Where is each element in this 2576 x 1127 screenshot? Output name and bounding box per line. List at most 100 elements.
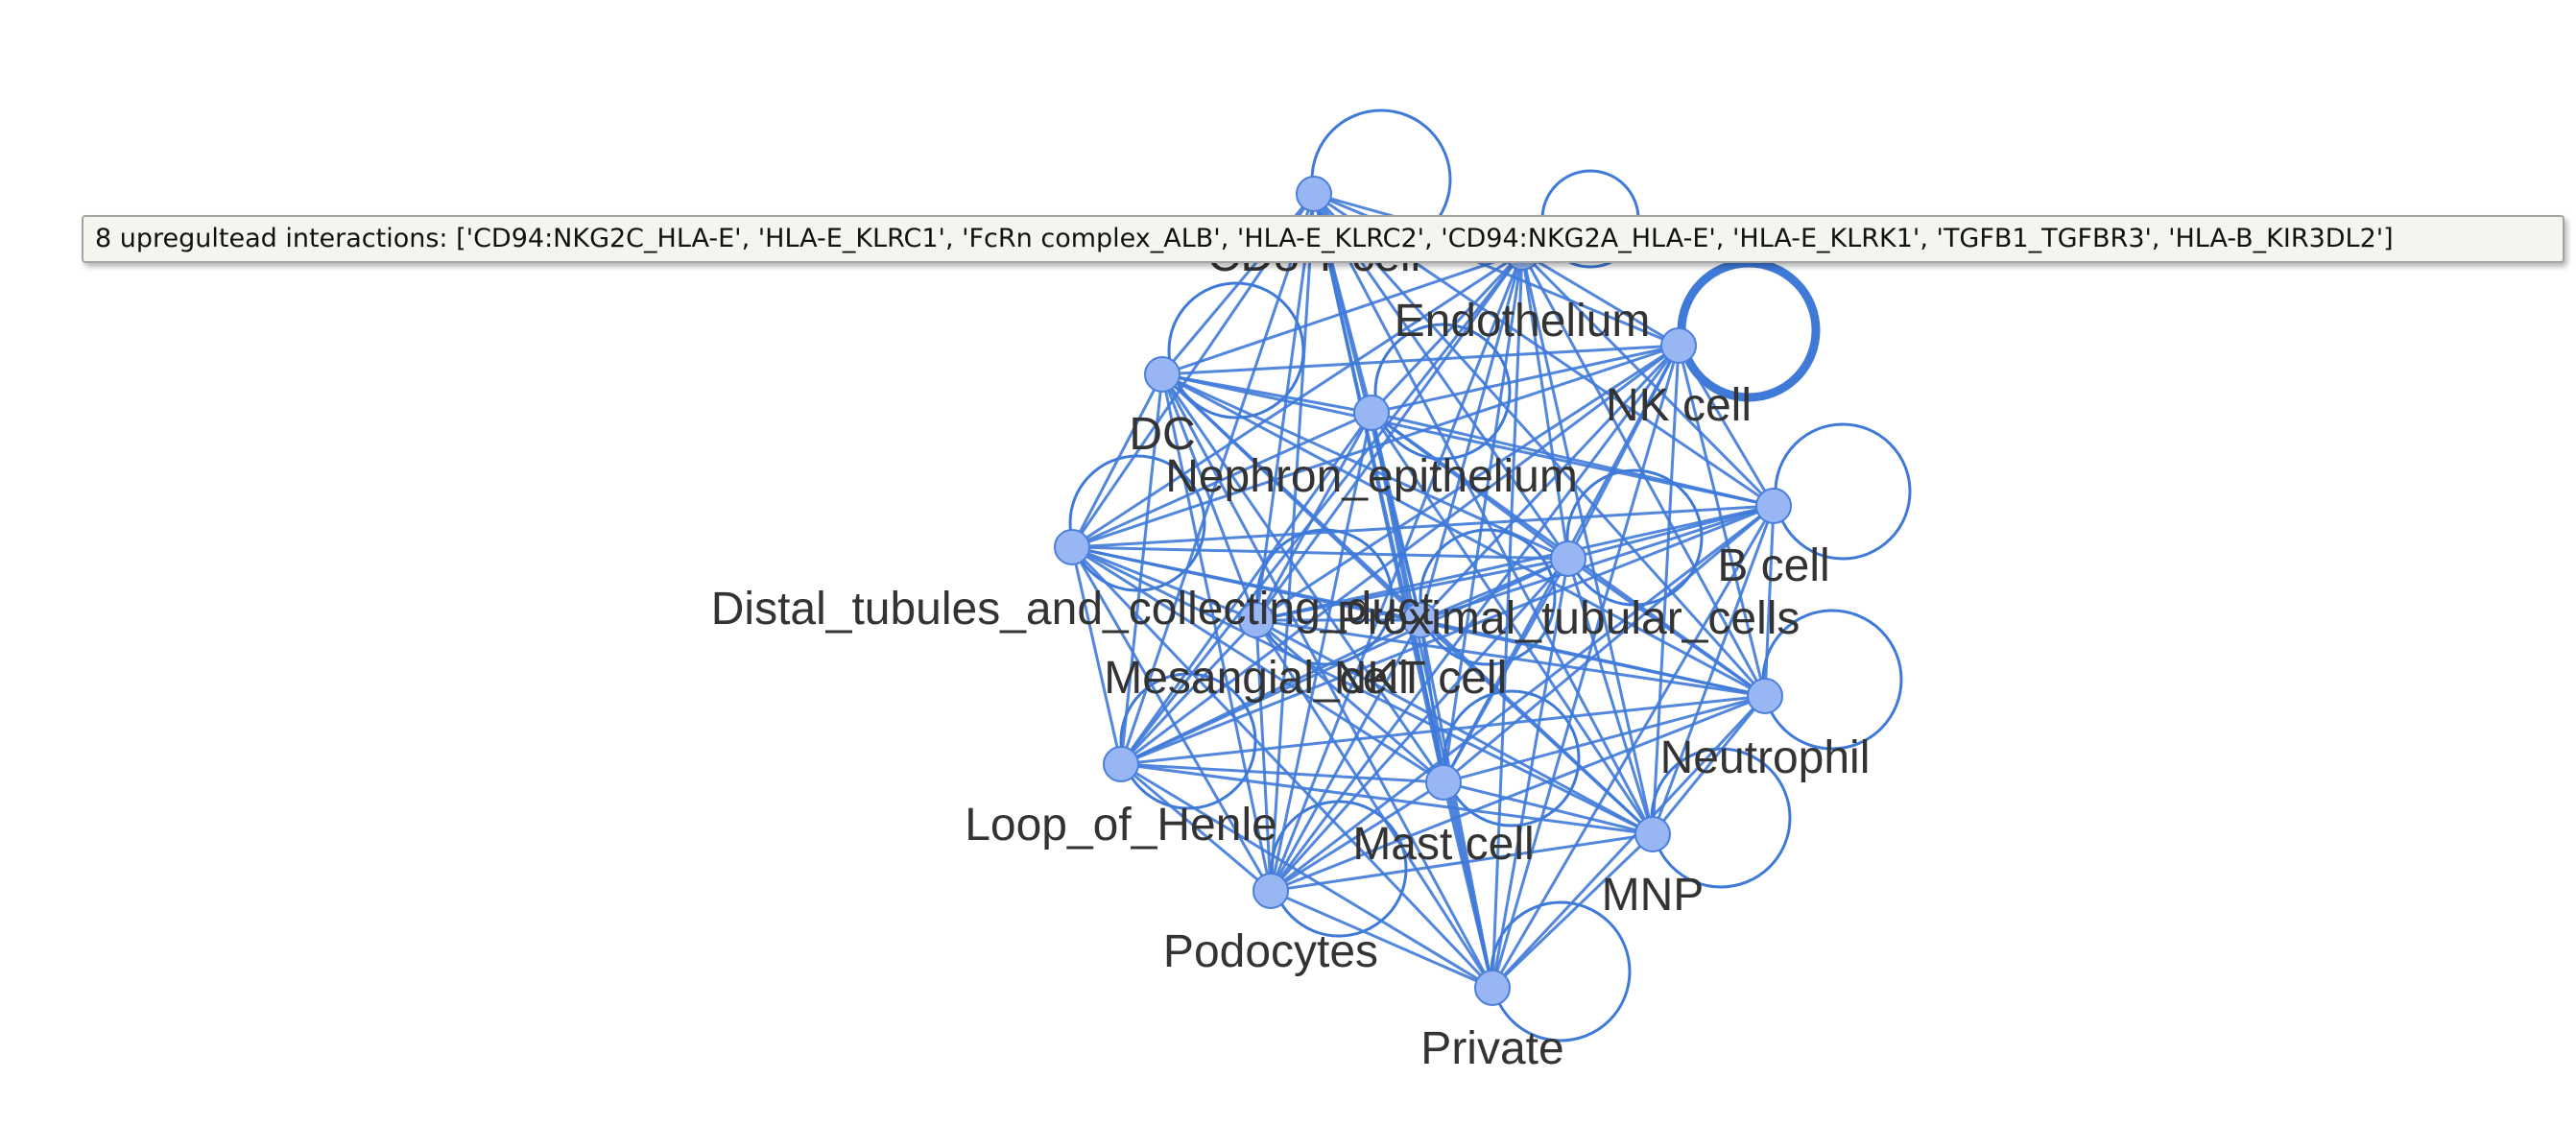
node-mast[interactable]: [1425, 764, 1462, 801]
edge-dc-prox[interactable]: [1161, 372, 1569, 561]
node-neph[interactable]: [1353, 395, 1390, 431]
edge-dist-prox[interactable]: [1071, 545, 1569, 561]
edge-mes-mnp[interactable]: [1255, 618, 1654, 836]
edge-nk-neut[interactable]: [1677, 345, 1767, 697]
edge-endo-neph[interactable]: [1370, 251, 1524, 415]
node-bcell[interactable]: [1755, 488, 1792, 524]
edge-endo-mnp[interactable]: [1520, 252, 1655, 835]
self-loop-mes[interactable]: [1255, 528, 1394, 666]
edge-dist-mnp[interactable]: [1071, 545, 1654, 836]
edge-dist-priv[interactable]: [1070, 545, 1494, 990]
edge-neut-loop[interactable]: [1120, 694, 1766, 766]
self-loop-bcell[interactable]: [1774, 422, 1912, 561]
edge-neph-podo[interactable]: [1269, 412, 1373, 892]
self-loop-mast[interactable]: [1443, 689, 1581, 827]
edge-bcell-loop[interactable]: [1120, 504, 1775, 766]
edge-endo-neut[interactable]: [1520, 252, 1767, 697]
edge-nk-neph[interactable]: [1371, 344, 1680, 415]
edge-mast-priv[interactable]: [1442, 781, 1494, 989]
node-podo[interactable]: [1252, 873, 1289, 909]
edge-mnp-podo[interactable]: [1270, 832, 1654, 893]
edge-prox-mnp[interactable]: [1566, 558, 1655, 835]
node-dist[interactable]: [1054, 529, 1090, 565]
node-mes[interactable]: [1238, 602, 1275, 638]
edge-neut-podo[interactable]: [1270, 694, 1766, 893]
edge-endo-podo[interactable]: [1269, 252, 1524, 892]
edge-neut-mnp[interactable]: [1651, 695, 1767, 835]
edge-loop-mast[interactable]: [1120, 762, 1444, 784]
edge-neut-priv[interactable]: [1491, 694, 1767, 990]
node-cd8[interactable]: [1296, 176, 1332, 212]
edge-cd8-neut[interactable]: [1312, 192, 1767, 698]
edge-bcell-dist[interactable]: [1071, 504, 1775, 549]
edge-loop-mnp[interactable]: [1120, 762, 1654, 836]
edge-nk-podo[interactable]: [1269, 345, 1681, 892]
edge-nkt-neut[interactable]: [1419, 618, 1766, 698]
edge-mes-loop[interactable]: [1119, 618, 1258, 766]
edge-loop-priv[interactable]: [1120, 762, 1493, 990]
edge-endo-nk[interactable]: [1521, 251, 1680, 348]
edge-mes-neut[interactable]: [1255, 618, 1766, 698]
node-label-podo: Podocytes: [1163, 926, 1378, 977]
node-prox[interactable]: [1550, 540, 1586, 577]
edge-neut-mast[interactable]: [1443, 694, 1766, 784]
self-loop-neph[interactable]: [1373, 323, 1512, 461]
edge-prox-podo[interactable]: [1269, 557, 1570, 893]
edge-prox-priv[interactable]: [1491, 558, 1570, 989]
self-loop-podo[interactable]: [1270, 800, 1408, 938]
edge-loop-podo[interactable]: [1120, 762, 1272, 893]
edge-bcell-mast[interactable]: [1443, 504, 1775, 784]
edge-dc-dist[interactable]: [1070, 373, 1164, 548]
edge-nkt-podo[interactable]: [1269, 619, 1422, 892]
node-priv[interactable]: [1474, 970, 1511, 1006]
self-loop-dist[interactable]: [1068, 454, 1206, 592]
edge-prox-mes[interactable]: [1255, 557, 1569, 622]
node-nk[interactable]: [1660, 327, 1697, 364]
edge-neph-dist[interactable]: [1071, 411, 1372, 549]
edge-prox-mast[interactable]: [1442, 558, 1570, 783]
node-label-neut: Neutrophil: [1660, 732, 1871, 783]
edge-nkt-priv[interactable]: [1419, 619, 1494, 989]
edge-cd8-podo[interactable]: [1269, 193, 1316, 892]
self-loop-prox[interactable]: [1565, 468, 1704, 607]
edge-mast-mnp[interactable]: [1443, 780, 1654, 836]
node-neut[interactable]: [1747, 678, 1783, 714]
self-loop-nk[interactable]: [1677, 258, 1821, 402]
edge-bcell-podo[interactable]: [1270, 504, 1775, 893]
edge-endo-prox[interactable]: [1520, 252, 1570, 560]
edge-mast-podo[interactable]: [1270, 780, 1444, 893]
edge-bcell-mnp[interactable]: [1651, 505, 1776, 835]
edge-endo-loop[interactable]: [1119, 252, 1524, 765]
edge-mes-podo[interactable]: [1254, 619, 1273, 892]
self-loop-nkt[interactable]: [1419, 528, 1557, 666]
edge-endo-priv[interactable]: [1491, 252, 1524, 989]
self-loop-dc[interactable]: [1167, 281, 1305, 420]
edge-neph-bcell[interactable]: [1371, 411, 1775, 508]
edge-podo-priv[interactable]: [1270, 889, 1493, 990]
edge-nk-priv[interactable]: [1491, 345, 1681, 989]
edge-dc-mast[interactable]: [1160, 373, 1445, 783]
edge-endo-mes[interactable]: [1254, 252, 1524, 621]
node-dc[interactable]: [1144, 356, 1181, 393]
edge-dc-loop[interactable]: [1119, 373, 1164, 765]
edge-nk-dist[interactable]: [1071, 344, 1680, 549]
edge-dc-bcell[interactable]: [1161, 372, 1775, 508]
edge-bcell-neut[interactable]: [1763, 505, 1776, 697]
edge-dc-mes[interactable]: [1160, 373, 1258, 621]
edge-nkt-mnp[interactable]: [1419, 618, 1655, 836]
edge-endo-mast[interactable]: [1442, 252, 1524, 783]
edge-mes-mast[interactable]: [1255, 618, 1444, 784]
node-label-mnp: MNP: [1602, 870, 1705, 921]
node-nkt[interactable]: [1402, 602, 1439, 638]
edge-prox-neut[interactable]: [1567, 557, 1766, 698]
edge-endo-dc[interactable]: [1161, 251, 1523, 376]
edge-bcell-mes[interactable]: [1255, 504, 1775, 622]
edge-mnp-priv[interactable]: [1491, 832, 1655, 990]
edge-dist-loop[interactable]: [1070, 546, 1123, 765]
edge-nk-dc[interactable]: [1161, 344, 1680, 376]
node-loop[interactable]: [1103, 746, 1139, 782]
edge-neph-mes[interactable]: [1254, 412, 1373, 621]
node-mnp[interactable]: [1634, 816, 1671, 852]
self-loop-loop[interactable]: [1119, 672, 1257, 810]
